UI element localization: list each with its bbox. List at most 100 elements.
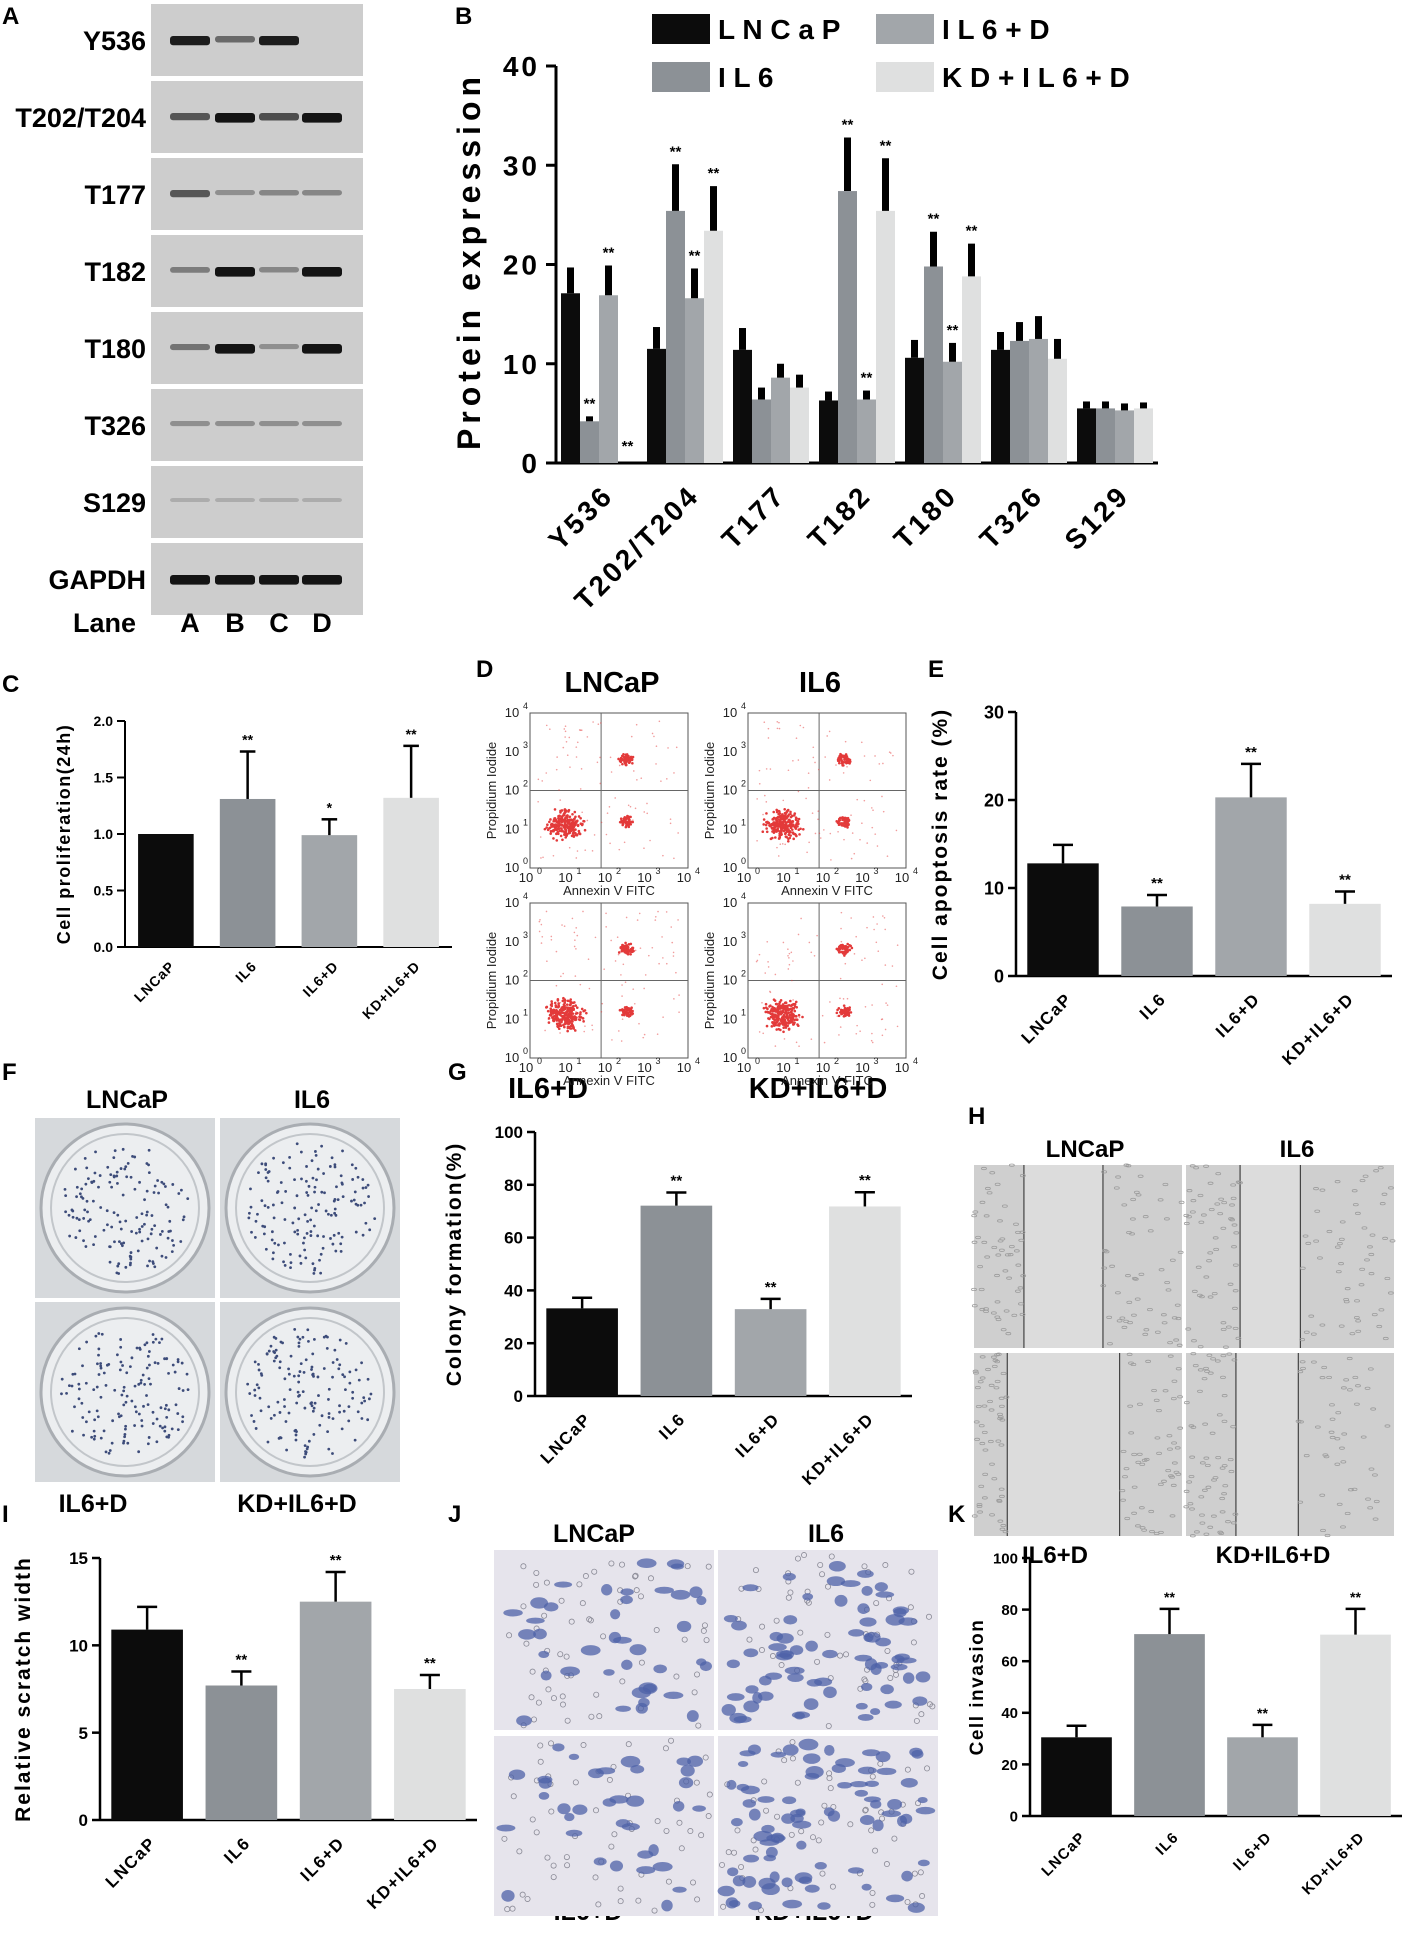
blot-band: [215, 421, 255, 427]
facs-event: [782, 1026, 785, 1029]
significance-mark: **: [859, 1172, 871, 1189]
blot-band: [259, 421, 299, 427]
membrane-pore: [907, 1604, 914, 1611]
colony: [119, 1414, 123, 1418]
facs-event: [568, 815, 572, 819]
colony: [257, 1362, 260, 1366]
membrane-pore: [919, 1893, 926, 1900]
scratch-title: KD+IL6+D: [1216, 1542, 1331, 1569]
facs-event: [605, 912, 607, 915]
cell: [1221, 1419, 1228, 1423]
facs-event: [658, 720, 661, 723]
facs-event: [558, 829, 561, 833]
facs-event: [579, 816, 582, 820]
cell: [1162, 1182, 1169, 1187]
colony: [329, 1213, 333, 1217]
facs-event: [621, 823, 625, 827]
cell: [1000, 1523, 1007, 1528]
facs-event: [552, 837, 555, 840]
facs-event: [848, 944, 851, 947]
invaded-cell: [823, 1686, 837, 1699]
facs-event: [846, 765, 848, 768]
facs-x-tick-exp: 1: [795, 1056, 800, 1066]
facs-event: [796, 822, 798, 824]
facs-event: [784, 1001, 788, 1005]
membrane-pore: [550, 1695, 557, 1702]
facs-event: [617, 757, 620, 761]
legend-swatch: [876, 14, 934, 44]
colony: [262, 1232, 266, 1236]
cell: [994, 1300, 1001, 1304]
invaded-cell: [552, 1743, 565, 1752]
membrane-pore: [703, 1637, 710, 1644]
colony: [293, 1206, 297, 1210]
cell: [1219, 1466, 1226, 1470]
colony: [302, 1241, 305, 1245]
cell: [1221, 1394, 1228, 1398]
colony: [322, 1235, 325, 1238]
cell: [1367, 1506, 1374, 1510]
invaded-cell: [854, 1789, 868, 1797]
cell: [1237, 1181, 1243, 1185]
cell: [1119, 1316, 1126, 1320]
facs-event: [579, 983, 582, 986]
cell: [1171, 1461, 1178, 1465]
bar: [205, 1685, 278, 1820]
membrane-pore: [918, 1711, 925, 1718]
facs-event: [794, 1015, 798, 1018]
facs-event: [876, 923, 878, 925]
colony: [317, 1394, 320, 1397]
facs-y-label: Propidium Iodide: [702, 742, 717, 840]
colony: [125, 1371, 129, 1375]
facs-event: [765, 768, 768, 770]
cell: [1204, 1369, 1210, 1373]
membrane-pore: [587, 1617, 594, 1624]
cell: [995, 1253, 1002, 1257]
x-tick-label: LNCaP: [537, 1409, 595, 1467]
cell: [1221, 1492, 1227, 1496]
cell: [998, 1487, 1005, 1491]
cell: [995, 1439, 1002, 1443]
invaded-cell: [629, 1644, 647, 1656]
colony: [340, 1427, 344, 1431]
panel-label-j: J: [448, 1501, 461, 1528]
facs-event: [622, 963, 625, 966]
facs-event: [573, 1029, 577, 1032]
facs-event: [609, 756, 612, 759]
facs-x-tick: 10: [776, 1060, 790, 1075]
facs-event: [543, 827, 547, 831]
cell: [1003, 1309, 1010, 1313]
invaded-cell: [564, 1812, 575, 1822]
facs-event: [563, 1015, 567, 1019]
invaded-cell: [890, 1663, 908, 1671]
facs-event: [549, 818, 552, 821]
colony: [165, 1415, 169, 1419]
cell: [1000, 1328, 1007, 1332]
facs-event: [823, 1041, 826, 1044]
blot-band: [259, 498, 299, 503]
scratch-gap: [1023, 1165, 1103, 1348]
invaded-cell: [863, 1796, 881, 1803]
membrane-pore: [879, 1815, 886, 1822]
cell: [1019, 1312, 1026, 1317]
facs-event: [855, 1032, 858, 1035]
facs-event: [884, 928, 887, 931]
panel-label-e: E: [928, 656, 944, 683]
cell: [1002, 1269, 1009, 1273]
facs-event: [621, 820, 624, 824]
colony: [257, 1386, 261, 1390]
membrane-pore: [519, 1891, 526, 1898]
colony: [270, 1230, 274, 1234]
cell: [1003, 1395, 1010, 1399]
invaded-cell: [689, 1586, 703, 1599]
cell: [979, 1307, 986, 1312]
invaded-cell: [885, 1894, 905, 1903]
facs-event: [782, 1013, 786, 1017]
colony: [118, 1220, 122, 1224]
facs-event: [559, 834, 563, 838]
facs-event: [567, 1019, 570, 1022]
colony: [94, 1334, 98, 1338]
colony: [97, 1332, 101, 1335]
colony: [166, 1236, 170, 1240]
facs-event: [554, 823, 557, 826]
